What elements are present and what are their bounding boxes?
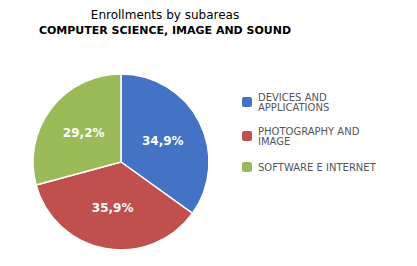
- svg-text:SOFTWARE E INTERNET: SOFTWARE E INTERNET: [258, 162, 377, 173]
- svg-text:PHOTOGRAPHY AND: PHOTOGRAPHY AND: [258, 125, 360, 137]
- svg-text:IMAGE: IMAGE: [258, 136, 290, 147]
- svg-text:34,9%: 34,9%: [142, 134, 184, 148]
- svg-text:COMPUTER SCIENCE, IMAGE AND SO: COMPUTER SCIENCE, IMAGE AND SOUND: [39, 24, 291, 37]
- svg-text:APPLICATIONS: APPLICATIONS: [258, 102, 329, 113]
- svg-text:35,9%: 35,9%: [92, 201, 134, 215]
- svg-text:DEVICES AND: DEVICES AND: [258, 91, 327, 103]
- svg-text:Enrollments by subareas: Enrollments by subareas: [91, 8, 239, 22]
- svg-text:29,2%: 29,2%: [63, 126, 105, 140]
